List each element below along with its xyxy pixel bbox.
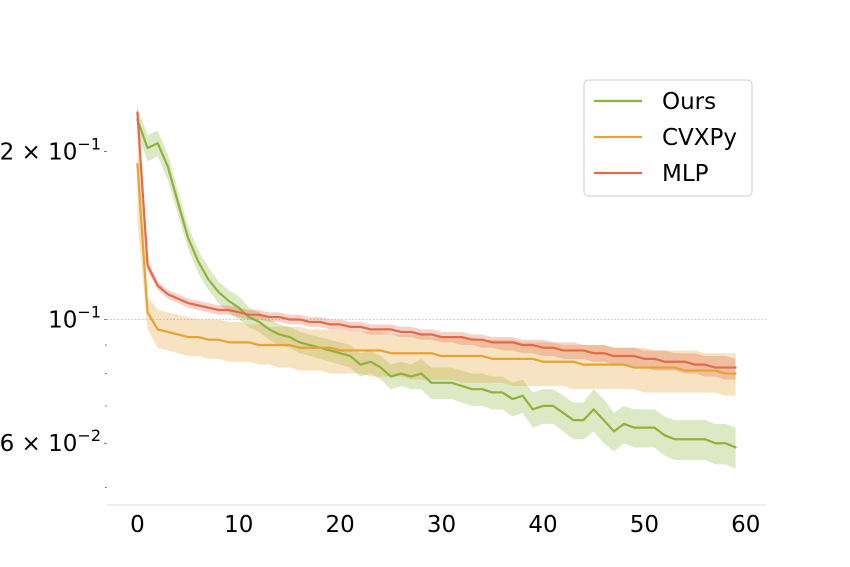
legend: Ours CVXPy MLP bbox=[583, 79, 753, 197]
y-tick-label: 2 × 10−1 bbox=[0, 135, 101, 166]
legend-label-ours: Ours bbox=[662, 89, 716, 115]
series-lines bbox=[136, 111, 737, 449]
x-tick-label: 10 bbox=[224, 512, 253, 538]
x-tick-label: 0 bbox=[130, 512, 145, 538]
x-tick-label: 50 bbox=[630, 512, 659, 538]
x-tick-label: 60 bbox=[731, 512, 760, 538]
x-tick-label: 30 bbox=[427, 512, 456, 538]
legend-label-mlp: MLP bbox=[662, 161, 709, 187]
x-tick-label: 40 bbox=[528, 512, 557, 538]
band-ours bbox=[137, 107, 736, 469]
band-cvxpy bbox=[137, 102, 736, 396]
x-tick-label: 20 bbox=[326, 512, 355, 538]
axes: 0 10 20 30 40 50 60 6 × 10−2 10−1 2 × 10−1 bbox=[0, 135, 766, 538]
y-tick-label: 6 × 10−2 bbox=[0, 426, 101, 457]
legend-box bbox=[583, 79, 753, 197]
y-tick-label: 10−1 bbox=[48, 302, 101, 333]
confidence-bands bbox=[137, 102, 736, 469]
line-ours bbox=[136, 118, 737, 449]
line-cvxpy bbox=[136, 162, 737, 375]
line-mlp bbox=[136, 111, 737, 369]
legend-label-cvxpy: CVXPy bbox=[662, 125, 737, 151]
